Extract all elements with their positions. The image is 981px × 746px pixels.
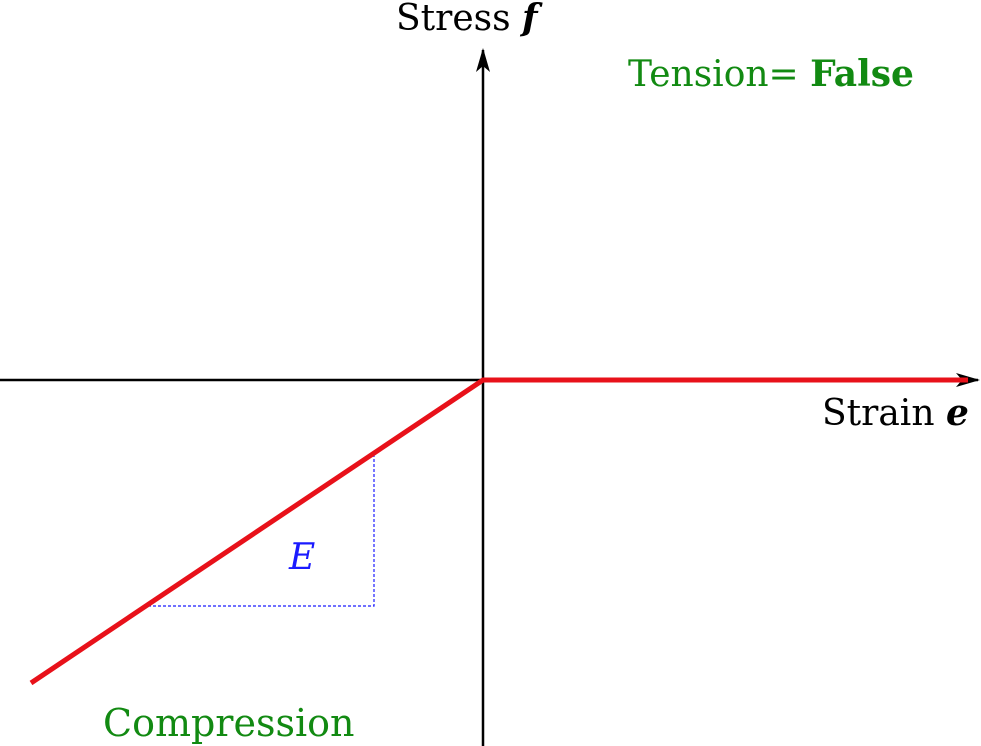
tension-flag-label: Tension=	[628, 54, 799, 95]
stress-axis-title: Stress	[396, 0, 511, 39]
strain-axis-label: Strain e	[822, 395, 969, 432]
strain-symbol: e	[945, 392, 969, 434]
stress-axis-label: Stress f	[396, 0, 538, 37]
tension-flag: Tension= False	[628, 56, 914, 93]
tension-flag-value: False	[810, 53, 914, 95]
stress-symbol: f	[522, 0, 538, 39]
compression-label: Compression	[103, 701, 355, 745]
slope-triangle	[148, 452, 375, 607]
elastic-modulus-label: E	[289, 537, 316, 578]
strain-axis-title: Strain	[822, 393, 935, 434]
stress-strain-curve	[29, 377, 968, 686]
